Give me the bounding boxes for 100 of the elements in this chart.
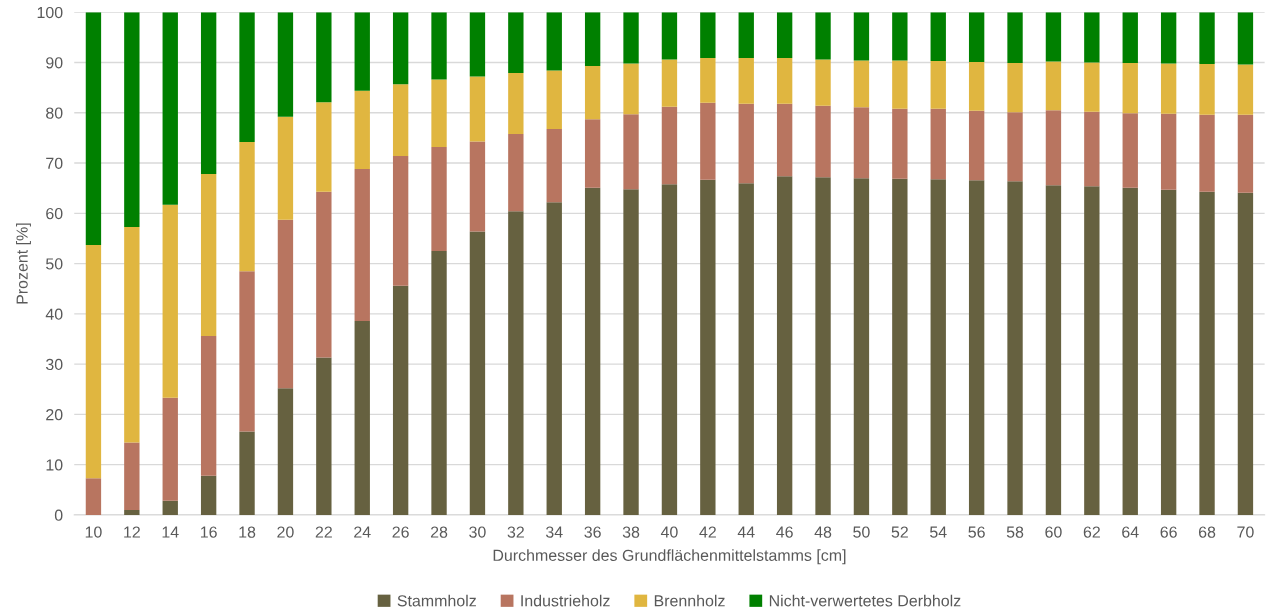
x-tick-label: 18 — [239, 526, 256, 538]
bar — [968, 110, 985, 181]
bar — [316, 191, 332, 358]
bar — [661, 184, 678, 515]
x-tick-label: 32 — [507, 526, 524, 538]
bar — [277, 388, 294, 515]
bar — [1122, 12, 1138, 64]
x-tick-label: 14 — [162, 526, 179, 538]
bar — [776, 58, 793, 104]
y-tick-label: 80 — [46, 107, 63, 119]
x-tick-label: 24 — [354, 526, 371, 538]
bar — [892, 60, 908, 109]
y-tick-label: 100 — [37, 6, 63, 19]
x-tick-label: 68 — [1198, 526, 1216, 538]
bar — [853, 60, 870, 108]
bar — [124, 442, 140, 510]
bar — [200, 475, 217, 515]
bar — [815, 59, 831, 106]
bar — [853, 12, 870, 61]
bar — [1122, 63, 1138, 114]
bar — [738, 103, 754, 184]
bar — [1122, 187, 1138, 515]
legend-label: Nicht-verwertetes Derbholz — [769, 594, 961, 607]
bar — [968, 62, 985, 111]
bar — [1084, 62, 1100, 112]
bar — [124, 12, 140, 227]
x-tick-label: 30 — [469, 526, 486, 538]
bar — [776, 12, 793, 58]
bar — [1199, 12, 1215, 65]
bar — [853, 178, 870, 515]
bar — [1160, 63, 1177, 114]
x-tick-label: 64 — [1122, 526, 1139, 538]
bar — [354, 90, 370, 170]
bar — [239, 271, 255, 432]
bar — [661, 12, 678, 60]
x-tick-label: 44 — [737, 526, 755, 538]
y-tick-label: 70 — [46, 157, 63, 169]
bar — [1084, 111, 1100, 187]
x-tick-label: 66 — [1160, 526, 1177, 538]
bar — [316, 12, 332, 103]
y-tick-label: 50 — [46, 258, 63, 270]
bar — [930, 12, 946, 62]
x-tick-label: 34 — [545, 526, 563, 538]
x-tick-label: 26 — [392, 526, 409, 538]
x-axis-title: Durchmesser des Grundflächenmittelstamms [cm] — [493, 549, 846, 565]
bar — [431, 146, 447, 252]
bar — [392, 156, 409, 286]
bar — [1160, 113, 1177, 190]
bar — [930, 61, 946, 109]
bar — [1045, 110, 1062, 186]
bar — [1007, 12, 1023, 64]
x-tick-label: 50 — [853, 526, 870, 538]
x-tick-label: 60 — [1045, 526, 1062, 538]
bar — [815, 177, 831, 515]
bar — [1122, 113, 1138, 188]
bar — [354, 169, 370, 321]
bar — [892, 12, 908, 61]
bar — [469, 231, 486, 515]
bar — [623, 12, 639, 64]
bar — [968, 12, 985, 63]
legend-label: Industrieholz — [521, 594, 610, 607]
bar — [277, 116, 294, 220]
bar — [239, 12, 255, 142]
bar — [469, 12, 486, 77]
bar — [584, 187, 601, 515]
bar — [623, 63, 639, 115]
x-tick-label: 42 — [699, 526, 716, 538]
bar — [815, 12, 831, 60]
bar — [1237, 192, 1254, 515]
bar — [968, 180, 985, 515]
y-tick-label: 40 — [45, 308, 63, 320]
x-tick-label: 10 — [85, 526, 102, 538]
bar — [700, 12, 716, 58]
bar — [162, 12, 178, 205]
bar — [776, 176, 793, 515]
bar — [354, 320, 370, 515]
bar — [815, 105, 831, 178]
bar — [508, 133, 524, 212]
bar — [623, 189, 639, 515]
bar — [892, 108, 908, 179]
bar — [162, 204, 178, 398]
bar — [277, 12, 294, 117]
bar — [584, 66, 601, 120]
x-tick-label: 62 — [1083, 526, 1100, 538]
y-tick-label: 20 — [46, 409, 63, 421]
legend-label: Stammholz — [397, 594, 476, 607]
x-tick-label: 56 — [968, 526, 985, 538]
bar — [469, 141, 486, 232]
x-tick-label: 52 — [891, 526, 908, 538]
bar — [584, 119, 601, 188]
bar — [738, 12, 754, 58]
bar — [1199, 191, 1215, 515]
bar — [776, 103, 793, 177]
x-tick-label: 48 — [814, 526, 832, 538]
bar — [508, 211, 524, 515]
bar — [508, 12, 524, 74]
bar — [1007, 112, 1023, 182]
bar — [239, 141, 255, 272]
x-tick-label: 12 — [124, 526, 140, 538]
bar — [1237, 114, 1254, 193]
